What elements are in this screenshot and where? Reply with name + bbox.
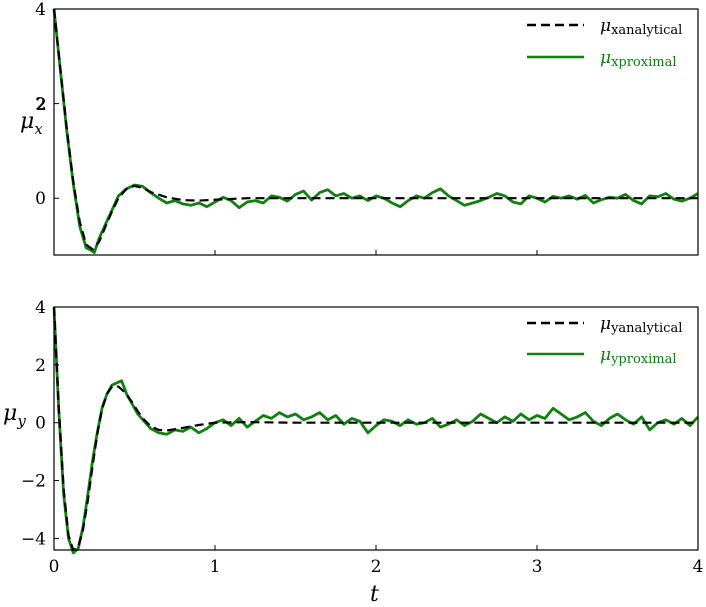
top-series-xproximal — [52, 8, 699, 255]
bottom-xtick-label: 1 — [210, 557, 221, 577]
legend-label-yanalytical-sub: yanalytical — [610, 321, 682, 336]
top-y-axis-label-subscript: x — [34, 120, 43, 138]
top-ytick-label: 0 — [35, 189, 46, 209]
legend-label-yanalytical: μyanalytical — [600, 314, 682, 336]
legend-label-yproximal-main: μ — [600, 345, 611, 365]
bottom-y-axis-label: μy — [3, 401, 26, 430]
bottom-xtick-label: 2 — [371, 557, 382, 577]
top-series-xanalytical — [52, 8, 698, 251]
legend-label-yproximal: μyproximal — [600, 345, 677, 367]
top-ytick-label: 4 — [35, 0, 46, 20]
bottom-y-axis-label-main: μ — [3, 401, 17, 426]
bottom-xtick-label: 4 — [693, 557, 704, 577]
bottom-legend: μyanalytical μyproximal — [527, 314, 682, 367]
bottom-ytick-label: 4 — [35, 298, 46, 318]
top-chart-panel: 024 μx 2 μxanalytical μxproximal — [20, 0, 699, 256]
bottom-xtick-label: 0 — [49, 557, 60, 577]
bottom-series-yanalytical — [52, 306, 698, 552]
bottom-ytick-label: −4 — [21, 529, 46, 549]
bottom-ytick-label: −2 — [21, 472, 46, 492]
bottom-y-axis-label-subscript: y — [16, 412, 26, 430]
legend-label-yproximal-sub: yproximal — [610, 352, 676, 367]
top-y-axis-label: μx — [20, 109, 43, 138]
x-axis-label: t — [370, 582, 379, 607]
top-ytick-label: 2 — [35, 95, 46, 115]
legend-label-xanalytical-sub: xanalytical — [611, 23, 682, 38]
top-legend: μxanalytical μxproximal — [527, 16, 682, 70]
legend-label-xproximal-sub: xproximal — [611, 55, 676, 70]
top-y-axis-label-superscript: 2 — [36, 95, 47, 115]
legend-label-xanalytical-main: μ — [600, 16, 611, 36]
top-y-axis-label-main: μ — [20, 109, 34, 134]
legend-label-xanalytical: μxanalytical — [600, 16, 682, 38]
bottom-series-yproximal — [52, 306, 700, 555]
legend-label-xproximal: μxproximal — [600, 48, 676, 70]
bottom-xtick-label: 3 — [532, 557, 543, 577]
bottom-ytick-label: 0 — [35, 414, 46, 434]
legend-label-xproximal-main: μ — [600, 48, 611, 68]
bottom-ytick-label: 2 — [35, 356, 46, 376]
legend-label-yanalytical-main: μ — [600, 314, 611, 334]
